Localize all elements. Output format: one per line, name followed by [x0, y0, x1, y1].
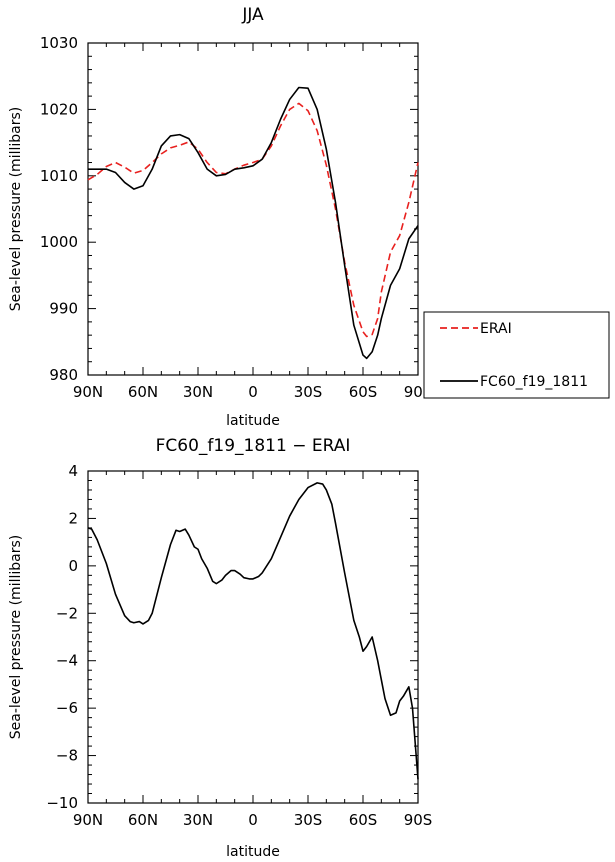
bottom-x-tick-label: 90N [73, 811, 103, 829]
bottom-y-tick-label: −2 [56, 604, 78, 622]
bottom-series [87, 482, 419, 780]
bottom-series-line [87, 482, 419, 780]
top-y-tick-label: 1000 [40, 233, 78, 251]
top-series [87, 86, 419, 360]
bottom-x-tick-label: 60N [128, 811, 158, 829]
top-series-line-fc60-f19-1811 [88, 86, 419, 360]
bottom-chart-title: FC60_f19_1811 − ERAI [156, 436, 351, 456]
top-series-line-erai [87, 102, 419, 338]
top-panel: JJA 90N 60N 30N 0 30S 60S 90S98099010001010102… [8, 5, 432, 429]
bottom-x-tick-label: 30S [294, 811, 323, 829]
bottom-x-tick-label: 0 [248, 811, 258, 829]
bottom-y-tick-label: 2 [68, 509, 78, 527]
top-x-tick-label: 0 [248, 383, 258, 401]
bottom-y-tick-label: 4 [68, 462, 78, 480]
legend-label-erai: ERAI [480, 321, 512, 337]
top-y-tick-label: 990 [49, 300, 78, 318]
legend-box [423, 311, 610, 399]
top-y-axis-label: Sea-level pressure (millibars) [8, 107, 24, 311]
bottom-x-tick-label: 30N [183, 811, 213, 829]
top-x-tick-label: 30S [294, 383, 323, 401]
bottom-x-axis-label: latitude [226, 844, 280, 860]
bottom-x-tick-label: 90S [404, 811, 433, 829]
top-x-axis-label: latitude [226, 413, 280, 429]
top-x-tick-label: 60N [128, 383, 158, 401]
bottom-x-tick-label: 60S [349, 811, 378, 829]
bottom-panel: FC60_f19_1811 − ERAI 90N 60N 30N 0 30S 60S 90S… [8, 436, 432, 860]
top-y-tick-label: 1020 [40, 100, 78, 118]
top-chart-title: JJA [241, 5, 264, 25]
top-y-tick-label: 1030 [40, 34, 78, 52]
top-plot-frame [87, 42, 419, 376]
legend-label-fc60: FC60_f19_1811 [480, 374, 588, 390]
top-ticks: 90N 60N 30N 0 30S 60S 90S980990100010101020103… [40, 34, 432, 401]
top-y-tick-label: 980 [49, 366, 78, 384]
top-x-tick-label: 60S [349, 383, 378, 401]
legend: ERAI FC60_f19_1811 [423, 311, 610, 399]
top-y-tick-label: 1010 [40, 167, 78, 185]
bottom-plot-frame [87, 470, 419, 804]
bottom-y-tick-label: −10 [46, 794, 78, 812]
bottom-y-tick-label: −4 [56, 652, 78, 670]
bottom-y-tick-label: −6 [56, 699, 78, 717]
bottom-y-tick-label: 0 [68, 557, 78, 575]
bottom-y-tick-label: −8 [56, 747, 78, 765]
top-x-tick-label: 30N [183, 383, 213, 401]
top-x-tick-label: 90N [73, 383, 103, 401]
bottom-y-axis-label: Sea-level pressure (millibars) [8, 535, 24, 739]
